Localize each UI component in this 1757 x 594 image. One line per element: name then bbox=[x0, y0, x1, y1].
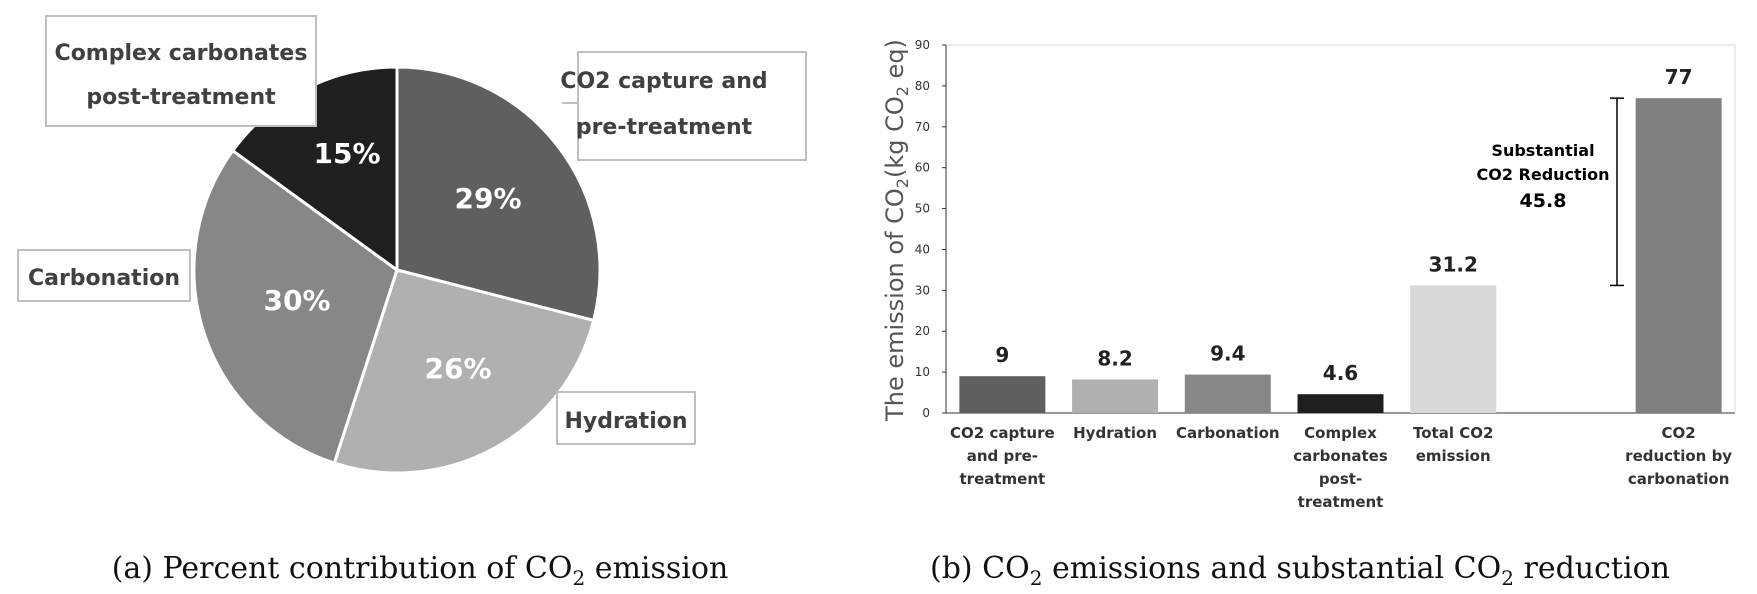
pie-percent-label: 30% bbox=[263, 284, 330, 317]
reduction-annotation-label: CO2 Reduction bbox=[1476, 165, 1609, 184]
pie-percent-label: 26% bbox=[424, 352, 491, 385]
x-category-label: reduction by bbox=[1625, 447, 1732, 465]
y-tick-label: 60 bbox=[915, 161, 930, 175]
y-tick-label: 30 bbox=[915, 283, 930, 297]
bar bbox=[1072, 379, 1159, 413]
y-tick-label: 50 bbox=[915, 202, 930, 216]
pie-label-box bbox=[556, 391, 696, 445]
caption-b: (b) CO2 emissions and substantial CO2 re… bbox=[930, 551, 1670, 590]
x-category-label: Complex bbox=[1304, 424, 1377, 442]
bar bbox=[1184, 374, 1271, 413]
pie-label-box bbox=[45, 15, 317, 127]
pie-slice-label: CO2 capture and bbox=[560, 69, 767, 94]
reduction-annotation-label: Substantial bbox=[1491, 141, 1594, 160]
bar-value-label: 8.2 bbox=[1097, 346, 1132, 370]
pie-slice-label: post-treatment bbox=[86, 85, 276, 110]
pie-slice bbox=[192, 148, 399, 465]
x-category-label: carbonates bbox=[1293, 447, 1388, 465]
bar-value-label: 31.2 bbox=[1429, 252, 1478, 276]
y-axis-label: The emission of CO2(kg CO2 eq) bbox=[881, 39, 912, 422]
bar bbox=[959, 376, 1046, 413]
x-category-label: Carbonation bbox=[1176, 424, 1280, 442]
pie-slice-label: Carbonation bbox=[28, 266, 180, 291]
x-category-label: carbonation bbox=[1628, 470, 1730, 488]
pie-percent-label: 15% bbox=[313, 137, 380, 170]
y-tick-label: 10 bbox=[915, 365, 930, 379]
pie-slice bbox=[332, 268, 596, 475]
caption-a: (a) Percent contribution of CO2 emission bbox=[112, 551, 729, 590]
pie-percent-label: 29% bbox=[454, 182, 521, 215]
reduction-annotation-value: 45.8 bbox=[1520, 190, 1567, 212]
pie-slice-label: pre-treatment bbox=[576, 115, 753, 140]
pie-slice bbox=[395, 65, 602, 323]
pie-label-box bbox=[577, 51, 807, 161]
y-tick-label: 70 bbox=[915, 120, 930, 134]
y-tick-label: 90 bbox=[915, 38, 930, 52]
x-category-label: CO2 bbox=[1662, 424, 1696, 442]
x-category-label: treatment bbox=[960, 470, 1046, 488]
x-category-label: treatment bbox=[1298, 493, 1384, 511]
y-tick-label: 20 bbox=[915, 324, 930, 338]
x-category-label: post- bbox=[1319, 470, 1362, 488]
x-category-label: Hydration bbox=[1073, 424, 1157, 442]
bar bbox=[1297, 394, 1384, 413]
pie-slice-label: Hydration bbox=[564, 409, 687, 434]
bar-value-label: 4.6 bbox=[1323, 361, 1358, 385]
y-tick-label: 40 bbox=[915, 242, 930, 256]
x-category-label: CO2 capture bbox=[950, 424, 1055, 442]
pie-chart: 29% CO2 capture and pre-treatment 26% Hydrat… bbox=[17, 15, 807, 475]
bar-value-label: 77 bbox=[1665, 65, 1693, 89]
bar bbox=[1635, 98, 1722, 414]
x-category-label: and pre- bbox=[967, 447, 1038, 465]
bar-chart: 0 10 20 30 40 50 60 70 80 90 9 CO2 capture and pre-t… bbox=[915, 38, 1736, 511]
x-category-label: emission bbox=[1416, 447, 1491, 465]
bar-value-label: 9.4 bbox=[1210, 342, 1245, 366]
bar bbox=[1410, 285, 1497, 413]
y-tick-label: 80 bbox=[915, 79, 930, 93]
x-category-label: Total CO2 bbox=[1413, 424, 1493, 442]
y-tick-label: 0 bbox=[922, 406, 930, 420]
pie-label-box bbox=[17, 249, 191, 302]
bar-value-label: 9 bbox=[995, 343, 1009, 367]
pie-slice-label: Complex carbonates bbox=[55, 41, 308, 66]
